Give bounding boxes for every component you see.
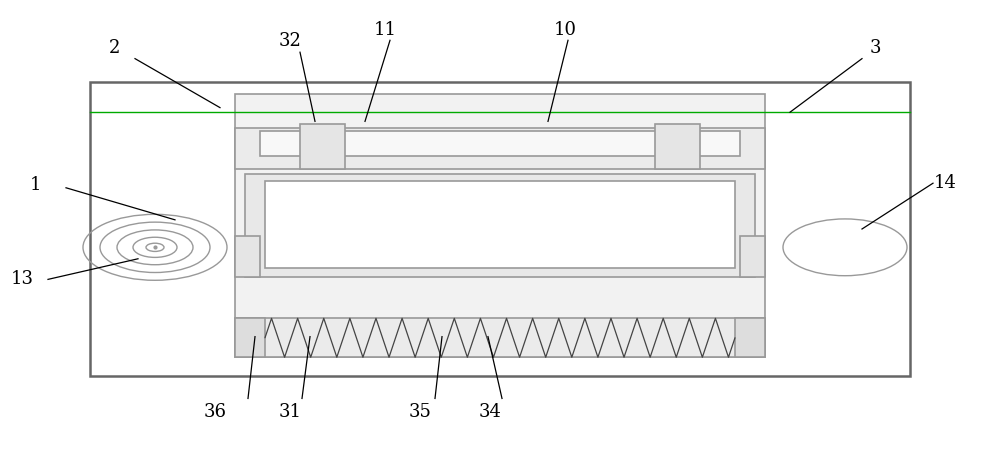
Bar — [235, 128, 765, 169]
Bar — [260, 131, 740, 156]
Bar — [90, 82, 910, 376]
Text: 3: 3 — [869, 39, 881, 57]
Bar — [245, 174, 755, 277]
Bar — [235, 318, 765, 357]
Text: 31: 31 — [278, 403, 302, 421]
Text: 32: 32 — [279, 32, 301, 50]
Bar — [235, 236, 260, 277]
Bar — [235, 318, 265, 357]
Text: 34: 34 — [479, 403, 501, 421]
Text: 2: 2 — [109, 39, 121, 57]
Bar — [655, 124, 700, 169]
Text: 1: 1 — [29, 176, 41, 195]
Bar — [235, 94, 765, 357]
Bar — [300, 124, 345, 169]
Text: 36: 36 — [204, 403, 226, 421]
Text: 35: 35 — [409, 403, 431, 421]
Bar — [265, 181, 735, 268]
Text: 14: 14 — [934, 174, 956, 192]
Text: 10: 10 — [554, 21, 576, 39]
Text: 13: 13 — [10, 270, 34, 289]
Bar — [735, 318, 765, 357]
Text: 11: 11 — [374, 21, 396, 39]
Bar — [740, 236, 765, 277]
